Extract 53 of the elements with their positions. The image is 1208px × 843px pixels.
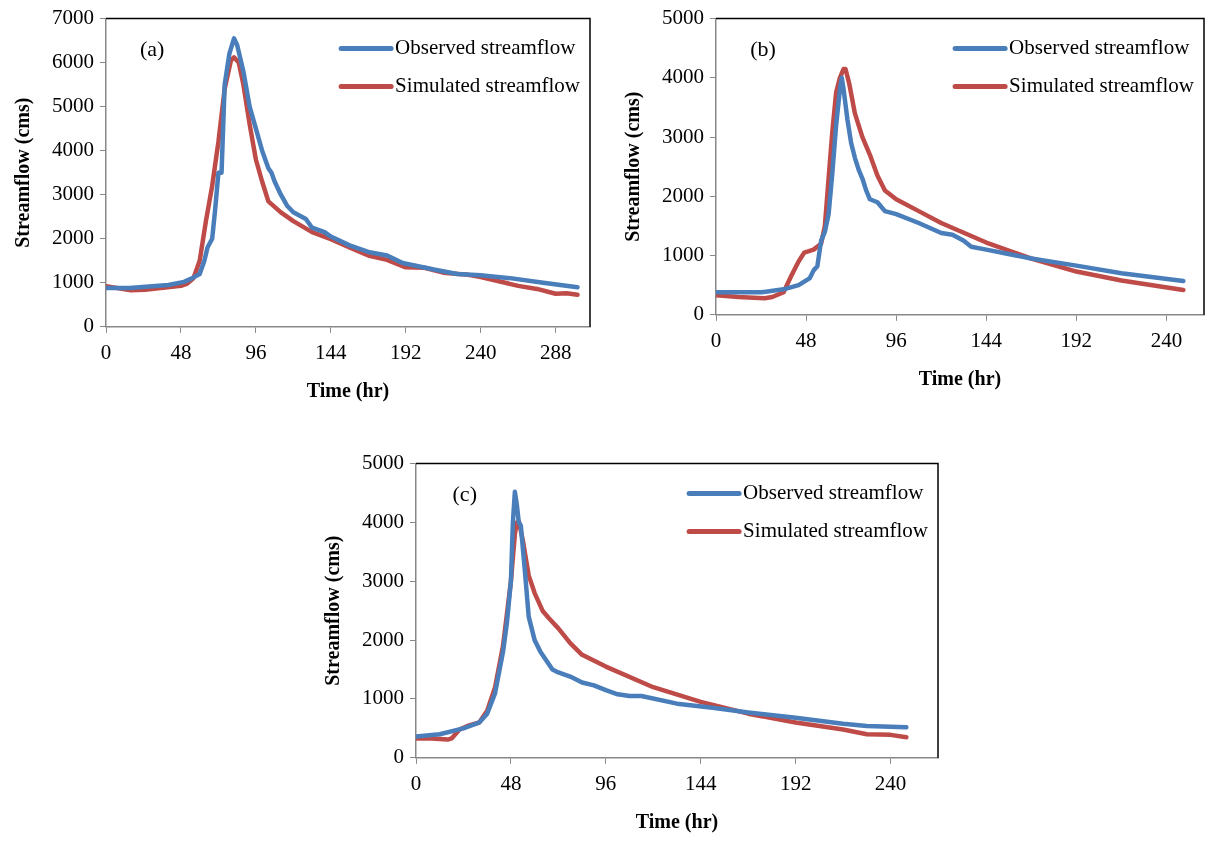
y-tick-label: 5000 (52, 93, 94, 118)
x-tick-label: 96 (595, 770, 617, 795)
y-axis-title: Streamflow (cms) (621, 91, 645, 242)
x-tick-label: 192 (779, 770, 812, 795)
x-axis-title: Time (hr) (635, 810, 719, 834)
x-tick-label: 240 (1150, 327, 1183, 352)
x-tick-label: 96 (245, 339, 267, 364)
y-tick-label: 3000 (662, 123, 704, 148)
x-tick-label: 192 (390, 339, 422, 364)
x-tick-label: 48 (170, 339, 192, 364)
y-tick-label: 7000 (52, 5, 94, 30)
y-tick-label: 6000 (52, 49, 94, 74)
y-tick-label: 3000 (52, 181, 94, 206)
legend-label: Simulated streamflow (395, 73, 581, 98)
x-tick-label: 0 (710, 327, 722, 352)
x-tick-label: 0 (410, 770, 422, 795)
legend-label: Simulated streamflow (743, 518, 929, 543)
y-tick-label: 4000 (52, 137, 94, 162)
legend-label: Observed streamflow (395, 35, 577, 60)
x-tick-label: 288 (539, 339, 572, 364)
x-tick-label: 48 (795, 327, 817, 352)
y-axis-title: Streamflow (cms) (11, 97, 35, 248)
x-tick-label: 192 (1060, 327, 1093, 352)
y-tick-label: 2000 (362, 626, 404, 651)
y-tick-label: 4000 (662, 64, 704, 89)
y-tick-label: 1000 (662, 242, 704, 267)
x-tick-label: 144 (315, 339, 348, 364)
x-tick-label: 48 (500, 770, 522, 795)
x-axis-title: Time (hr) (306, 379, 390, 403)
x-tick-label: 240 (874, 770, 907, 795)
legend-label: Simulated streamflow (1009, 73, 1195, 98)
annotation: (b) (750, 36, 776, 62)
x-tick-label: 240 (464, 339, 497, 364)
x-tick-label: 0 (100, 339, 112, 364)
y-axis-title: Streamflow (cms) (321, 535, 345, 686)
y-tick-label: 0 (393, 744, 404, 769)
x-tick-label: 144 (970, 327, 1003, 352)
annotation: (c) (452, 481, 477, 507)
y-tick-label: 1000 (52, 269, 94, 294)
annotation: (a) (139, 36, 165, 62)
y-tick-label: 0 (693, 301, 704, 326)
x-tick-label: 144 (684, 770, 717, 795)
y-tick-label: 5000 (662, 5, 704, 30)
y-tick-label: 5000 (362, 450, 404, 475)
y-tick-label: 3000 (362, 567, 404, 592)
x-axis-title: Time (hr) (918, 367, 1002, 391)
y-tick-label: 1000 (362, 685, 404, 710)
legend-label: Observed streamflow (1009, 35, 1191, 60)
y-tick-label: 2000 (52, 225, 94, 250)
legend-label: Observed streamflow (743, 480, 925, 505)
y-tick-label: 2000 (662, 182, 704, 207)
y-tick-label: 4000 (362, 508, 404, 533)
x-tick-label: 96 (885, 327, 907, 352)
